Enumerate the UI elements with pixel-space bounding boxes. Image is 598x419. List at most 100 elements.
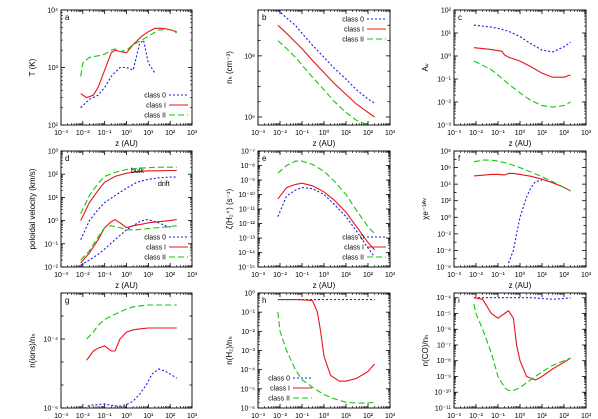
y-tick-label: 10⁻¹⁴ [238,250,255,257]
x-tick-label: 10⁻¹ [295,130,309,137]
series-line-class-I [473,297,571,381]
y-tick-label: 10⁻² [437,231,451,238]
y-tick-label: 10⁻⁷ [437,342,451,349]
series-line-class-0 [277,10,375,104]
x-tick-label: 10⁻² [469,130,483,137]
panel-label: d [65,154,69,163]
legend-label: class II [144,113,166,120]
x-tick-label: 10⁻¹ [491,130,505,137]
y-tick-label: 10⁻⁹ [241,178,255,185]
legend-label: class I [344,245,364,252]
x-tick-label: 10⁰ [319,129,330,137]
y-tick-label: 10¹ [441,31,452,38]
plot-frame [257,292,391,409]
x-axis-label: z (AU) [313,139,336,148]
legend-label: class II [342,37,364,44]
x-tick-label: 10³ [385,413,396,419]
x-tick-label: 10¹ [537,130,548,137]
x-tick-label: 10³ [581,130,592,137]
plot-frame [60,292,193,409]
series-line-class-II [473,303,571,392]
x-tick-label: 10³ [187,413,198,419]
y-tick-label: 10⁻¹ [437,77,451,84]
x-tick-label: 10⁰ [319,412,330,419]
x-tick-label: 10³ [581,413,592,419]
y-tick-label: 10² [48,123,59,130]
y-tick-label: 10⁻⁴ [437,248,452,255]
y-axis-label: n(H₂)/nₕ [225,336,234,365]
y-tick-label: 10⁻⁴ [241,367,256,374]
y-tick-label: 10⁰ [47,217,58,225]
y-tick-label: 10⁸ [244,53,255,60]
panel-label: h [262,296,266,305]
panel-label: f [458,154,461,163]
panel-a: 10⁻³ 10⁻² 10⁻¹ 10⁰ 10¹ 10² 10³ 10² 10³ 10⁴ a z (AU)… [28,8,198,149]
x-tick-label: 10¹ [341,130,352,137]
legend-label: class I [270,386,290,393]
x-tick-label: 10⁰ [121,129,132,137]
series-line-class-II [277,160,375,234]
plot-frame [60,9,193,126]
panel-label: c [458,13,462,22]
y-tick-label: 10³ [48,65,59,72]
y-tick-label: 10¹ [48,195,59,202]
x-tick-label: 10¹ [341,272,352,279]
x-tick-label: 10⁻¹ [295,272,309,279]
y-tick-label: 10² [441,198,452,205]
plot-frame [60,150,193,268]
y-tick-label: 10⁻¹⁰ [434,389,451,397]
panel-label: b [262,13,267,22]
x-tick-label: 10⁻³ [447,272,461,279]
series-line-class-0 [473,297,571,300]
y-tick-label: 10² [48,172,59,179]
x-tick-label: 10⁻² [273,130,287,137]
x-tick-label: 10⁻¹ [295,413,309,419]
y-tick-label: 10⁻¹³ [239,236,256,243]
y-tick-label: 10⁻⁵ [241,386,255,393]
legend-label: class 0 [144,235,166,242]
legend-label: class 0 [268,376,290,383]
x-axis-label: z (AU) [509,281,532,290]
plot-frame [453,9,587,126]
x-tick-label: 10⁻² [273,272,287,279]
series-line-class-I-bulk [80,169,177,221]
panel-e: 10⁻³ 10⁻² 10⁻¹ 10⁰ 10¹ 10² 10³ 10⁻¹⁵ 10⁻¹⁴ 10⁻¹³ 1… [225,149,396,291]
y-tick-label: 10⁻⁸ [241,163,255,170]
x-tick-label: 10³ [187,272,198,279]
x-tick-label: 10⁻² [76,272,90,279]
series-line-class-I [473,47,571,78]
y-axis-label: n(ions)/nₕ [28,333,37,367]
x-tick-label: 10³ [581,272,592,279]
series-line-class-II [80,28,177,77]
y-axis-label: T (K) [28,58,37,76]
y-tick-label: 10⁻⁶ [44,406,58,413]
y-tick-label: 10⁻⁴ [437,295,452,302]
x-tick-label: 10⁰ [515,271,526,279]
panel-label: e [262,154,267,163]
y-tick-label: 10⁻⁶ [241,406,255,413]
y-tick-label: 10⁻¹¹ [239,207,256,214]
y-tick-label: 10⁶ [244,115,255,122]
series-line-class-I [277,24,375,118]
y-axis-label: nₕ (cm⁻³) [225,51,234,84]
y-tick-label: 10⁻¹ [241,310,255,317]
series-line-class-II [473,60,571,108]
y-tick-label: 10⁻¹² [239,221,256,228]
y-tick-label: 10⁻⁷ [241,149,255,156]
legend-label: class I [146,245,166,252]
series-line-class-I [277,182,376,251]
series-line-class-I [80,27,177,99]
panel-label: a [65,13,70,22]
x-tick-label: 10³ [385,272,396,279]
x-tick-label: 10⁻³ [447,130,461,137]
x-tick-label: 10⁻² [469,413,483,419]
legend-label: class 0 [342,235,364,242]
series-line-class-II-drift [80,225,177,261]
legend-label: class I [146,103,166,110]
series-line-class-II-bulk [80,166,177,214]
x-tick-label: 10² [363,413,374,419]
series-line-class-0 [507,179,543,264]
y-tick-label: 10⁻⁴ [44,337,59,344]
x-tick-label: 10⁻¹ [98,130,112,137]
